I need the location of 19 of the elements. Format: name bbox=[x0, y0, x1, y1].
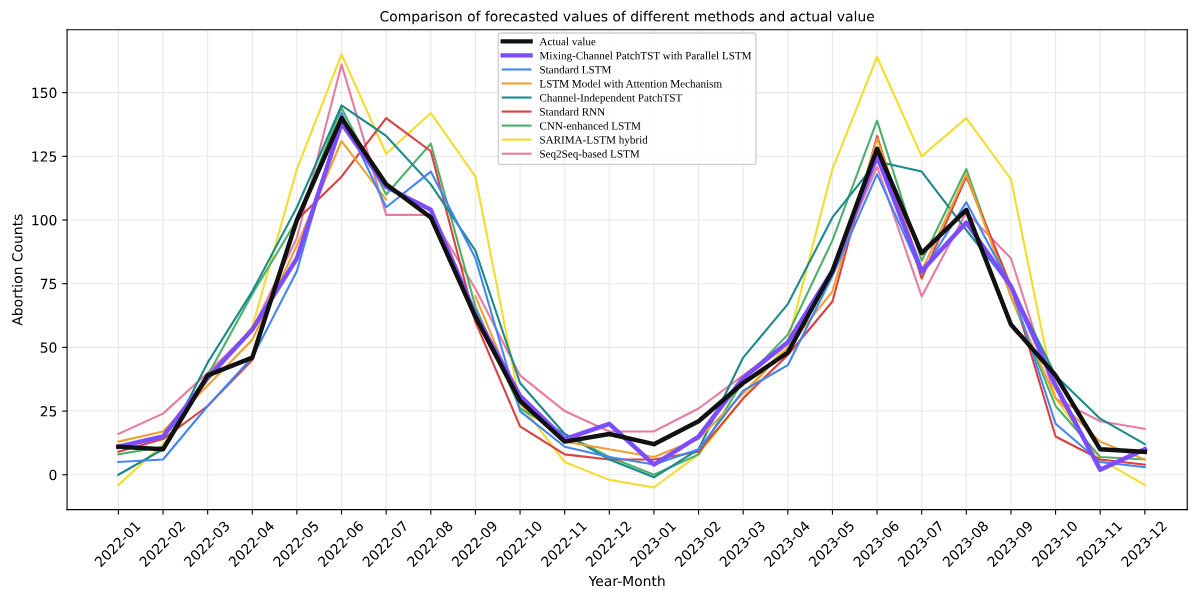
legend-label: SARIMA-LSTM hybrid bbox=[540, 135, 648, 146]
legend-label: Seq2Seq-based LSTM bbox=[540, 149, 640, 160]
legend-label: CNN-enhanced LSTM bbox=[539, 121, 641, 130]
y-axis-title: Abortion Counts bbox=[11, 214, 23, 326]
y-tick-label: 50 bbox=[40, 342, 57, 353]
y-tick-label: 100 bbox=[32, 214, 57, 226]
legend-label: Actual value bbox=[539, 37, 596, 46]
legend-label: Channel-Independent PatchTST bbox=[539, 93, 683, 104]
y-tick-label: 0 bbox=[49, 469, 57, 481]
legend-label: Mixing-Channel PatchTST with Parallel LSTM bbox=[539, 51, 752, 62]
legend-label: Standard LSTM bbox=[540, 65, 612, 74]
legend-label: Standard RNN bbox=[540, 107, 605, 116]
y-tick-label: 150 bbox=[32, 87, 57, 99]
chart-title: Comparison of forecasted values of different methods and actual value bbox=[380, 10, 875, 25]
y-tick-label: 25 bbox=[40, 406, 57, 417]
y-tick-label: 75 bbox=[40, 278, 57, 290]
legend-label: LSTM Model with Attention Mechanism bbox=[539, 79, 722, 88]
y-tick-label: 125 bbox=[32, 151, 57, 162]
x-axis-title: Year-Month bbox=[588, 575, 665, 587]
